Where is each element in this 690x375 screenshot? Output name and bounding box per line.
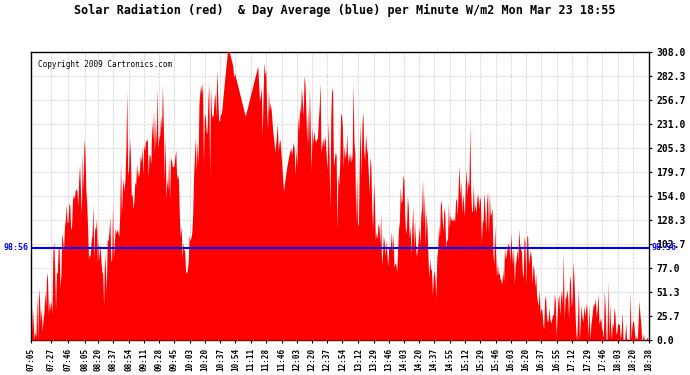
Text: 98:56: 98:56 [651,243,676,252]
Text: Solar Radiation (red)  & Day Average (blue) per Minute W/m2 Mon Mar 23 18:55: Solar Radiation (red) & Day Average (blu… [75,4,615,17]
Text: 98:56: 98:56 [4,243,29,252]
Text: Copyright 2009 Cartronics.com: Copyright 2009 Cartronics.com [38,60,172,69]
